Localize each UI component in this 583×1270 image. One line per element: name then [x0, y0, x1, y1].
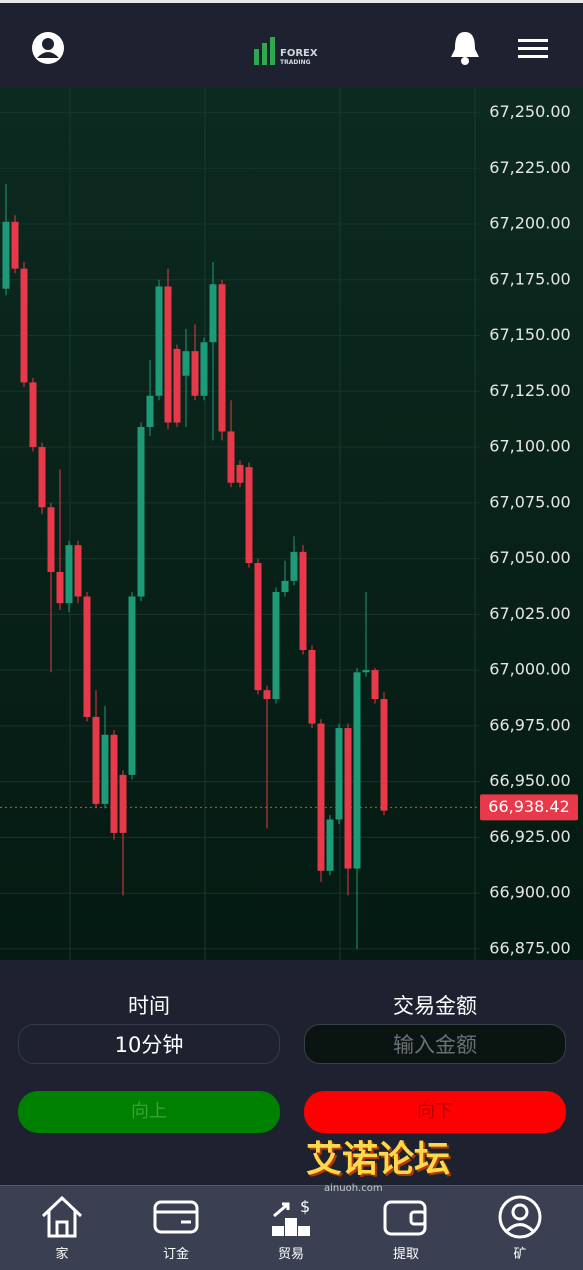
user-icon[interactable]: [30, 30, 66, 66]
watermark-title: 艾诺论坛: [306, 1139, 451, 1180]
candle-body: [353, 672, 361, 869]
y-tick-label: 66,875.00: [489, 938, 570, 957]
y-tick-label: 67,075.00: [489, 492, 570, 511]
candle-body: [308, 650, 316, 724]
header: FOREX TRADING: [0, 0, 583, 88]
candle-body: [209, 284, 217, 343]
candle-body: [263, 690, 271, 700]
bottom-nav: 家 订金 $ 贸易 提取 矿: [0, 1185, 583, 1270]
candle-body: [344, 728, 352, 869]
candle-body: [380, 699, 388, 811]
candle-body: [29, 382, 37, 448]
candle-body: [137, 426, 145, 597]
y-tick-label: 66,950.00: [489, 771, 570, 790]
time-label: 时间: [128, 994, 170, 1018]
y-tick-label: 67,150.00: [489, 325, 570, 344]
candle-body: [272, 592, 280, 700]
svg-text:$: $: [300, 1197, 310, 1216]
candle-body: [218, 284, 226, 432]
nav-label: 贸易: [277, 1247, 304, 1262]
candle-body: [119, 774, 127, 833]
candle-body: [326, 819, 334, 871]
y-tick-label: 67,000.00: [489, 660, 570, 679]
candle-body: [362, 670, 370, 673]
candle-body: [146, 395, 154, 427]
logo-line: FOREX: [280, 48, 318, 59]
candle-body: [155, 286, 163, 396]
nav-item[interactable]: 家: [17, 1186, 107, 1270]
amount-label: 交易金额: [393, 994, 477, 1018]
candle-body: [299, 551, 307, 651]
nav-item[interactable]: $ 贸易: [246, 1186, 336, 1270]
up-button[interactable]: 向上: [18, 1091, 280, 1133]
candle-body: [74, 545, 82, 597]
y-tick-label: 67,175.00: [489, 269, 570, 288]
candle-body: [38, 447, 46, 508]
candle-body: [92, 716, 100, 804]
y-tick-label: 67,250.00: [489, 102, 570, 121]
y-tick-label: 67,100.00: [489, 437, 570, 456]
y-tick-label: 66,925.00: [489, 827, 570, 846]
candle-body: [164, 286, 172, 423]
nav-label: 订金: [162, 1247, 189, 1262]
logo-line: TRADING: [280, 59, 311, 66]
candle-body: [371, 670, 379, 700]
candle-body: [335, 728, 343, 820]
watermark-site: ainuoh.com: [324, 1183, 383, 1194]
nav-label: 家: [55, 1247, 69, 1262]
price-chart: 67,250.00 67,225.00 67,200.00 67,175.00 67,1…: [0, 88, 583, 960]
bell-icon[interactable]: [448, 29, 482, 67]
candle-body: [182, 351, 190, 376]
last-price-label: 66,938.42: [488, 797, 569, 816]
candle-body: [2, 221, 10, 289]
candle-body: [281, 580, 289, 593]
last-price-box: [480, 794, 578, 821]
nav-item[interactable]: 提取: [361, 1186, 451, 1270]
candle-body: [245, 467, 253, 564]
time-grid: [69, 88, 476, 960]
candle-body: [11, 221, 19, 269]
candle-body: [200, 342, 208, 396]
nav-item[interactable]: 订金: [131, 1186, 221, 1270]
candle-body: [173, 348, 181, 423]
y-tick-label: 67,125.00: [489, 381, 570, 400]
candle-body: [101, 734, 109, 804]
candle-body: [317, 723, 325, 871]
y-tick-label: 66,900.00: [489, 883, 570, 902]
candle-body: [110, 734, 118, 833]
y-tick-label: 67,200.00: [489, 214, 570, 233]
candle-body: [65, 545, 73, 604]
menu-icon[interactable]: [518, 39, 550, 59]
y-tick-label: 67,050.00: [489, 548, 570, 567]
logo-text: FOREX TRADING: [280, 49, 318, 67]
candle-body: [56, 571, 64, 604]
candle-body: [236, 464, 244, 483]
down-button[interactable]: 向下: [304, 1091, 566, 1133]
y-tick-label: 67,025.00: [489, 604, 570, 623]
y-tick-label: 67,225.00: [489, 158, 570, 177]
nav-label: 提取: [392, 1247, 419, 1262]
candle-body: [47, 507, 55, 572]
candle-body: [254, 563, 262, 691]
nav-label: 矿: [513, 1247, 527, 1262]
candle-body: [20, 268, 28, 383]
trade-panel: 时间 10分钟 交易金额 输入金额 向上 向下 艾诺论坛 ainuoh.com: [0, 960, 583, 1194]
candle-body: [128, 596, 136, 775]
candle-body: [191, 351, 199, 396]
amount-input[interactable]: 输入金额: [304, 1024, 566, 1064]
candle-body: [227, 431, 235, 483]
candle-body: [83, 596, 91, 717]
logo-icon: [254, 37, 275, 65]
candle-body: [290, 551, 298, 581]
y-tick-label: 66,975.00: [489, 715, 570, 734]
nav-item[interactable]: 矿: [475, 1186, 565, 1270]
time-select[interactable]: 10分钟: [18, 1024, 280, 1064]
